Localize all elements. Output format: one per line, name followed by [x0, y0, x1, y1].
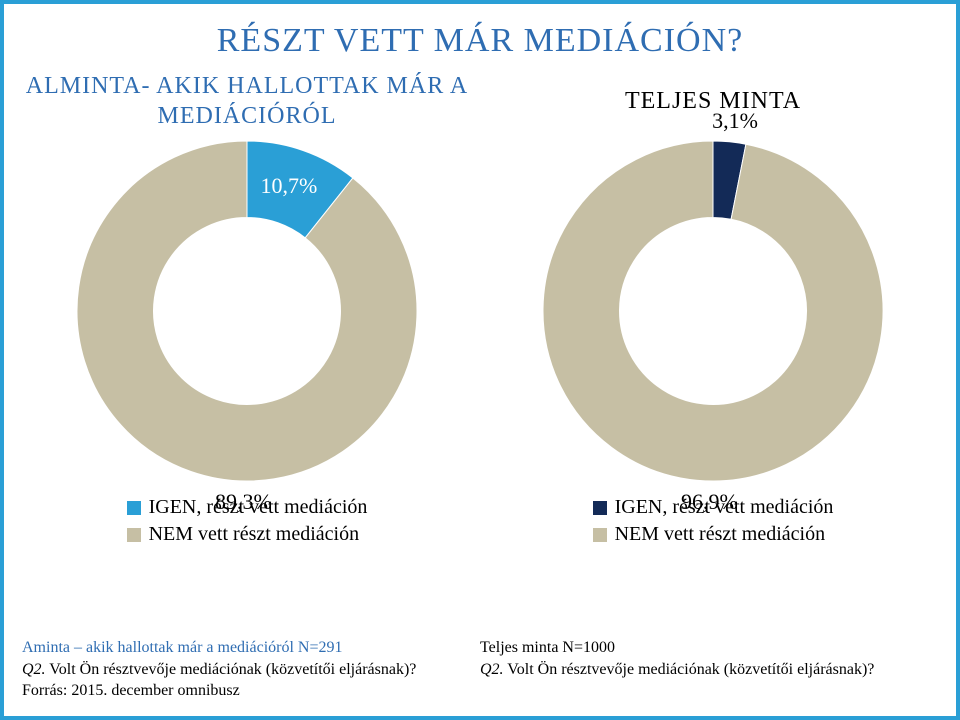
slice-label-igen: 10,7%: [260, 173, 317, 199]
footnote-n-right: Teljes minta N=1000: [480, 637, 938, 659]
subtitle-left: ALMINTA- AKIK HALLOTTAK MÁR A MEDIÁCIÓRÓ…: [20, 70, 475, 132]
footnote-n-left: Aminta – akik hallottak már a mediációró…: [22, 637, 480, 659]
legend-row-nem-right: NEM vett részt mediáción: [593, 523, 826, 546]
footnote-left: Aminta – akik hallottak már a mediációró…: [22, 637, 480, 702]
swatch-icon: [127, 528, 141, 542]
footnote-q-left: Q2. Volt Ön résztvevője mediációnak (köz…: [22, 659, 480, 681]
footnote-right: Teljes minta N=1000 Q2. Volt Ön résztvev…: [480, 637, 938, 702]
footnote-q-prefix: Q2.: [22, 661, 46, 678]
donut-left: 10,7%89,3%: [72, 136, 422, 486]
legend-label: NEM vett részt mediáción: [615, 523, 826, 546]
footnote-q-text: Volt Ön résztvevője mediációnak (közvetí…: [46, 661, 417, 678]
page-title: RÉSZT VETT MÁR MEDIÁCIÓN?: [4, 22, 956, 60]
footnote-source-left: Forrás: 2015. december omnibusz: [22, 680, 480, 702]
chart-frame: RÉSZT VETT MÁR MEDIÁCIÓN? ALMINTA- AKIK …: [0, 0, 960, 720]
slice-label-nem: 96,9%: [681, 489, 738, 515]
footnotes: Aminta – akik hallottak már a mediációró…: [22, 637, 938, 702]
footnote-q-prefix: Q2.: [480, 661, 504, 678]
panel-left: ALMINTA- AKIK HALLOTTAK MÁR A MEDIÁCIÓRÓ…: [20, 70, 475, 546]
slice-label-igen: 3,1%: [712, 108, 758, 134]
donut-slice-nem: [543, 141, 883, 481]
donut-slice-nem: [77, 141, 417, 481]
swatch-icon: [593, 501, 607, 515]
panels: ALMINTA- AKIK HALLOTTAK MÁR A MEDIÁCIÓRÓ…: [4, 70, 956, 546]
legend-row-nem-left: NEM vett részt mediáción: [127, 523, 360, 546]
footnote-q-text: Volt Ön résztvevője mediációnak (közvetí…: [504, 661, 875, 678]
slice-label-nem: 89,3%: [215, 489, 272, 515]
swatch-icon: [127, 501, 141, 515]
panel-right: TELJES MINTA 3,1%96,9% IGEN, részt vett …: [486, 70, 941, 546]
footnote-q-right: Q2. Volt Ön résztvevője mediációnak (köz…: [480, 659, 938, 681]
swatch-icon: [593, 528, 607, 542]
donut-right: 3,1%96,9%: [538, 136, 888, 486]
legend-label: NEM vett részt mediáción: [149, 523, 360, 546]
